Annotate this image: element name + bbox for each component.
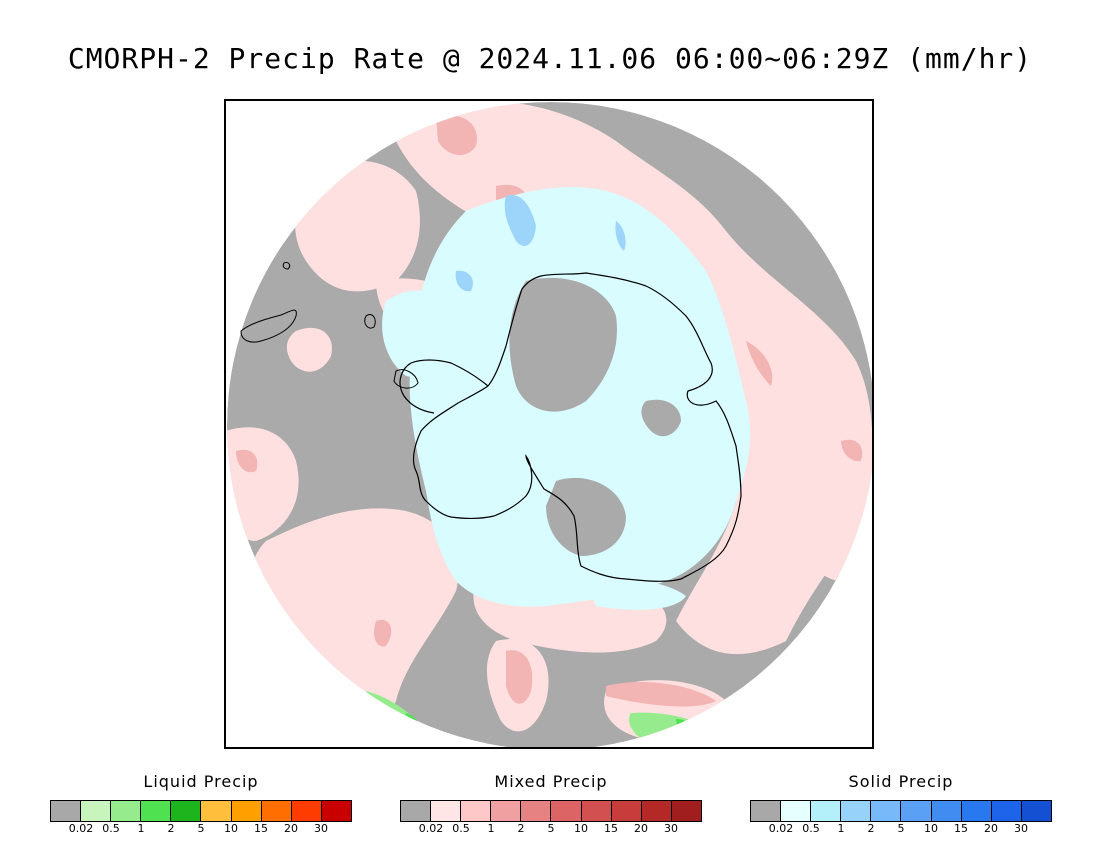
map-frame xyxy=(224,99,874,749)
legend-swatch xyxy=(261,801,292,821)
legend-swatch xyxy=(291,801,322,821)
legend-tick-label: 10 xyxy=(574,822,588,835)
legend-tick-labels: 0.02 0.5 1 2 5 10 15 20 30 xyxy=(750,822,1052,836)
legend-title: Liquid Precip xyxy=(143,772,259,791)
legend-tick-label: 0.02 xyxy=(68,822,94,835)
legend-swatch xyxy=(811,801,842,821)
island-coastline xyxy=(282,262,291,270)
legend-swatch xyxy=(321,801,351,821)
legend-tick-label: 2 xyxy=(867,822,875,835)
legend-tick-label: 0.5 xyxy=(452,822,470,835)
legend-swatch xyxy=(201,801,232,821)
legend-tick-label: 30 xyxy=(664,822,678,835)
legend-tick-label: 5 xyxy=(547,822,555,835)
polar-precip-map xyxy=(227,102,872,747)
legend-swatch xyxy=(781,801,812,821)
legend-tick-label: 10 xyxy=(224,822,238,835)
legend-tick-label: 5 xyxy=(197,822,205,835)
legend-swatch xyxy=(1021,801,1051,821)
legend-tick-label: 15 xyxy=(604,822,618,835)
south-america-coastline xyxy=(240,309,297,343)
legend-swatch xyxy=(751,801,782,821)
legend-swatch xyxy=(81,801,112,821)
legend-tick-label: 15 xyxy=(254,822,268,835)
island-coastline xyxy=(364,313,376,329)
legend-color-bar xyxy=(50,800,352,822)
legend-tick-label: 1 xyxy=(487,822,495,835)
island-coastline xyxy=(393,369,419,389)
legend-swatch xyxy=(901,801,932,821)
legend-swatch xyxy=(581,801,612,821)
legend-swatch xyxy=(51,801,82,821)
map-title: CMORPH-2 Precip Rate @ 2024.11.06 06:00~… xyxy=(67,42,1033,75)
legend-swatch xyxy=(641,801,672,821)
legend-swatch xyxy=(841,801,872,821)
legend-color-bar xyxy=(750,800,1052,822)
legend-tick-label: 0.5 xyxy=(802,822,820,835)
legend-title: Mixed Precip xyxy=(494,772,608,791)
legend-solid-precip: Solid Precip 0.02 0.5 1 2 5 10 15 20 30 xyxy=(750,770,1052,840)
legend-swatch xyxy=(401,801,432,821)
legend-mixed-precip: Mixed Precip 0.02 0.5 1 2 5 10 15 20 30 xyxy=(400,770,702,840)
legend-tick-label: 1 xyxy=(137,822,145,835)
legend-tick-label: 2 xyxy=(167,822,175,835)
legend-swatch xyxy=(871,801,902,821)
legend-tick-labels: 0.02 0.5 1 2 5 10 15 20 30 xyxy=(400,822,702,836)
antarctic-peninsula-coastline xyxy=(399,359,489,414)
legend-swatch xyxy=(491,801,522,821)
legend-swatch xyxy=(671,801,701,821)
legend-swatch xyxy=(231,801,262,821)
continent-interior-dry xyxy=(509,277,681,556)
legend-tick-label: 1 xyxy=(837,822,845,835)
legend-tick-label: 15 xyxy=(954,822,968,835)
legend-tick-label: 5 xyxy=(897,822,905,835)
legend-tick-label: 30 xyxy=(314,822,328,835)
legend-swatch xyxy=(991,801,1022,821)
legend-liquid-precip: Liquid Precip 0.02 0.5 1 2 5 10 15 20 30 xyxy=(50,770,352,840)
solid-precip-blue-areas xyxy=(455,195,626,292)
legend-tick-label: 0.02 xyxy=(418,822,444,835)
legend-tick-label: 20 xyxy=(984,822,998,835)
legend-tick-labels: 0.02 0.5 1 2 5 10 15 20 30 xyxy=(50,822,352,836)
legend-tick-label: 10 xyxy=(924,822,938,835)
legend-swatch xyxy=(521,801,552,821)
legend-swatch xyxy=(171,801,202,821)
legend-swatch xyxy=(931,801,962,821)
antarctica-coastline xyxy=(412,272,742,582)
legend-tick-label: 30 xyxy=(1014,822,1028,835)
legend-swatch xyxy=(431,801,462,821)
legend-swatch xyxy=(141,801,172,821)
legend-tick-label: 0.02 xyxy=(768,822,794,835)
legend-tick-label: 20 xyxy=(634,822,648,835)
precip-field xyxy=(227,102,872,747)
legend-swatch xyxy=(551,801,582,821)
legend-title: Solid Precip xyxy=(848,772,954,791)
legend-swatch xyxy=(111,801,142,821)
legend-tick-label: 20 xyxy=(284,822,298,835)
legend-swatch xyxy=(611,801,642,821)
legend-swatch xyxy=(461,801,492,821)
legend-tick-label: 0.5 xyxy=(102,822,120,835)
legend-tick-label: 2 xyxy=(517,822,525,835)
legend-color-bar xyxy=(400,800,702,822)
legend-swatch xyxy=(961,801,992,821)
